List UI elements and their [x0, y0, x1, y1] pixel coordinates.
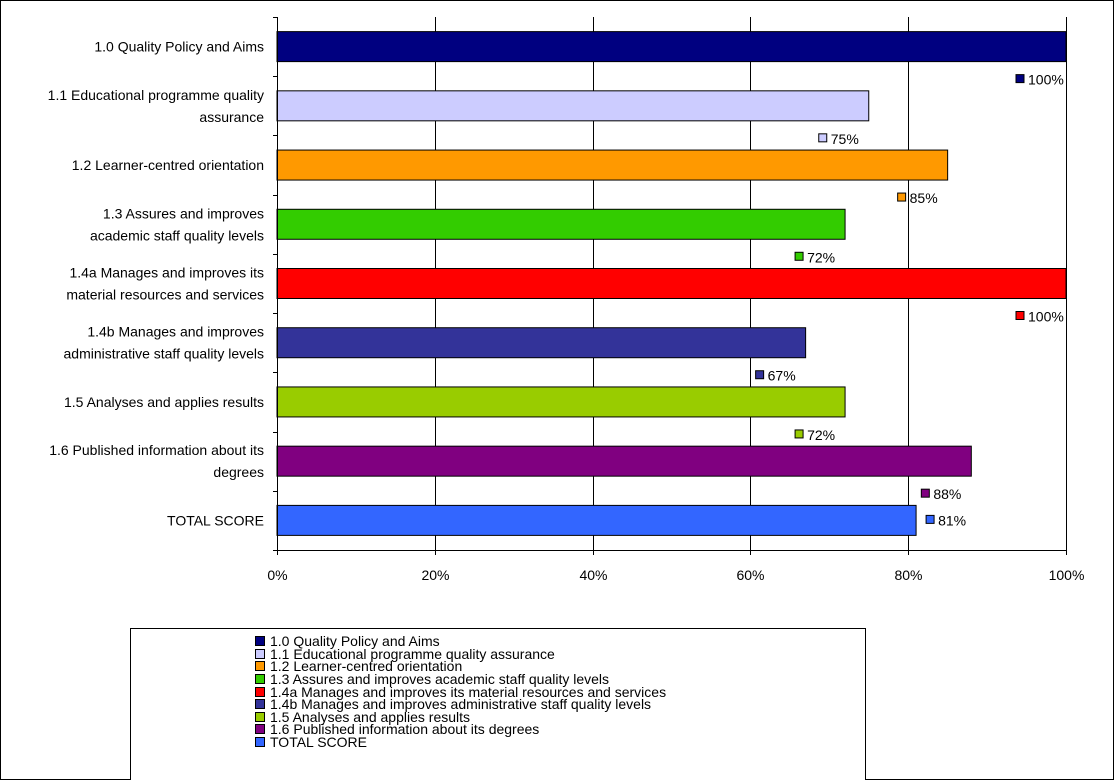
bar [276, 504, 917, 536]
category-label: degrees [213, 464, 264, 480]
legend-label: 1.4b Manages and improves administrative… [270, 696, 652, 713]
legend-label: 1.3 Assures and improves academic staff … [270, 671, 610, 688]
x-tick-label: 20% [421, 567, 449, 583]
data-label-text: 100% [1028, 72, 1064, 88]
legend-item: 1.4a Manages and improves its material r… [255, 683, 865, 700]
data-label-marker [920, 488, 930, 498]
bar [276, 149, 949, 181]
legend-item: TOTAL SCORE [255, 734, 865, 751]
legend-swatch [255, 724, 265, 735]
category-label: assurance [199, 109, 264, 125]
category-label: TOTAL SCORE [167, 512, 264, 528]
category-label: 1.1 Educational programme quality [48, 87, 264, 103]
legend-label: 1.0 Quality Policy and Aims [270, 633, 440, 650]
data-label-text: 67% [768, 368, 796, 384]
category-label: 1.0 Quality Policy and Aims [94, 39, 264, 55]
data-label: 100% [1015, 309, 1064, 325]
x-tick-label: 80% [894, 567, 922, 583]
data-label-marker [925, 514, 935, 524]
bar [276, 327, 807, 359]
data-label: 85% [897, 190, 938, 206]
legend-item: 1.5 Analyses and applies results [255, 708, 865, 725]
legend-swatch [255, 661, 265, 672]
bar [276, 386, 846, 418]
x-tick-label: 0% [267, 567, 287, 583]
category-label: material resources and services [66, 287, 264, 303]
data-label-text: 85% [910, 190, 938, 206]
legend-swatch [255, 674, 265, 685]
legend-item: 1.4b Manages and improves administrative… [255, 696, 865, 713]
data-label-marker [1015, 74, 1025, 84]
legend-swatch [255, 686, 265, 697]
legend-item: 1.3 Assures and improves academic staff … [255, 671, 865, 688]
legend-item: 1.2 Learner-centred orientation [255, 658, 865, 675]
legend-label: 1.6 Published information about its degr… [270, 721, 540, 738]
bar [276, 445, 972, 477]
legend-swatch [255, 711, 265, 722]
x-tick-label: 60% [736, 567, 764, 583]
data-label: 100% [1015, 72, 1064, 88]
data-label-marker [1015, 311, 1025, 320]
category-label: 1.6 Published information about its [49, 442, 264, 458]
data-label-marker [794, 429, 804, 439]
data-label-marker [897, 192, 907, 202]
data-label-text: 88% [933, 486, 961, 502]
legend-item: 1.0 Quality Policy and Aims [255, 633, 865, 650]
legend-label: 1.1 Educational programme quality assura… [270, 645, 555, 662]
legend-label: 1.2 Learner-centred orientation [270, 658, 463, 675]
data-label: 88% [920, 486, 961, 502]
data-label: 75% [818, 131, 859, 147]
data-label: 81% [925, 512, 966, 528]
data-label-marker [818, 133, 828, 143]
data-label-text: 72% [807, 249, 835, 265]
bar [276, 90, 870, 122]
data-label: 72% [794, 249, 835, 265]
data-label-text: 81% [938, 512, 966, 528]
category-label: 1.5 Analyses and applies results [64, 394, 264, 410]
legend-swatch [255, 699, 265, 710]
legend-swatch [255, 648, 265, 659]
data-label-text: 72% [807, 427, 835, 443]
legend-label: 1.5 Analyses and applies results [270, 708, 471, 725]
data-label-marker [755, 370, 765, 380]
x-tick-label: 100% [1049, 567, 1085, 583]
category-label: 1.4a Manages and improves its [69, 265, 264, 281]
legend-item: 1.1 Educational programme quality assura… [255, 645, 865, 662]
x-tick-label: 40% [579, 567, 607, 583]
category-label: administrative staff quality levels [64, 346, 265, 362]
data-label: 67% [755, 368, 796, 384]
legend-item: 1.6 Published information about its degr… [255, 721, 865, 738]
data-label: 72% [794, 427, 835, 443]
data-label-text: 100% [1028, 309, 1064, 325]
category-label: 1.3 Assures and improves [103, 205, 264, 221]
category-label: academic staff quality levels [90, 227, 264, 243]
legend-label: TOTAL SCORE [270, 734, 367, 751]
legend-label: 1.4a Manages and improves its material r… [270, 683, 667, 700]
bar [276, 268, 1067, 299]
bar [276, 31, 1067, 63]
legend-swatch [255, 636, 265, 647]
bar [276, 208, 846, 240]
legend-swatch [255, 737, 265, 748]
category-label: 1.4b Manages and improves [87, 324, 264, 340]
data-label-marker [794, 251, 804, 261]
category-label: 1.2 Learner-centred orientation [72, 157, 264, 173]
data-label-text: 75% [831, 131, 859, 147]
chart-legend: 1.0 Quality Policy and Aims 1.1 Education… [130, 628, 866, 780]
